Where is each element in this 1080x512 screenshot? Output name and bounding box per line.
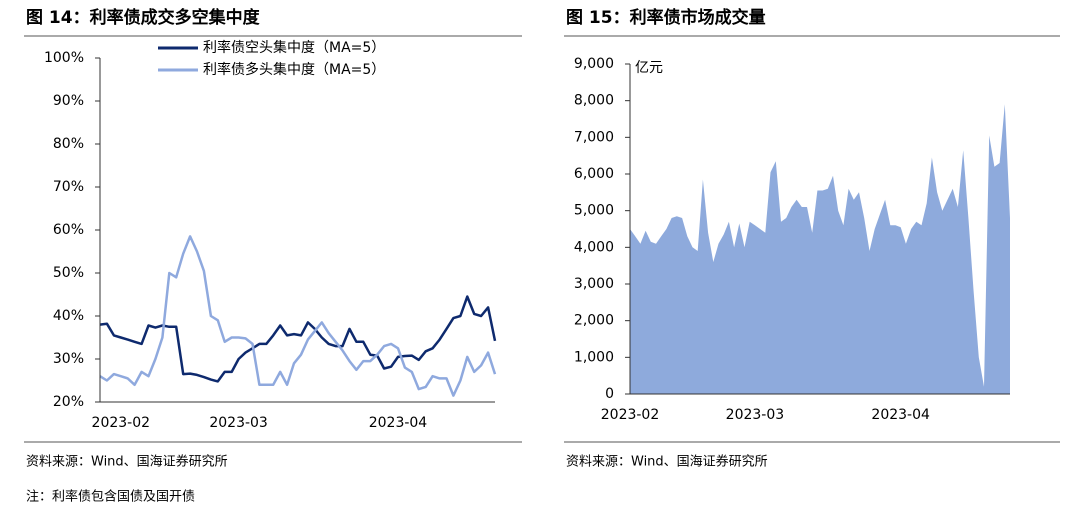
y-tick-label: 3,000 — [574, 276, 614, 292]
x-tick-label: 2023-02 — [601, 407, 660, 423]
y-tick-label: 7,000 — [574, 129, 614, 145]
x-tick-label: 2023-03 — [726, 407, 785, 423]
x-tick-label: 2023-04 — [369, 415, 428, 431]
x-tick-label: 2023-02 — [92, 415, 151, 431]
y-tick-label: 60% — [53, 222, 84, 238]
note: 注：利率债包含国债及国开债 — [26, 489, 195, 505]
area — [630, 104, 1010, 395]
y-tick-label: 5,000 — [574, 203, 614, 219]
series-line — [99, 295, 497, 383]
y-tick-label: 4,000 — [574, 239, 614, 255]
y-tick-label: 0 — [605, 386, 614, 402]
chart-title: 图 15：利率债市场成交量 — [566, 7, 766, 28]
y-tick-label: 70% — [53, 179, 84, 195]
source: 资料来源：Wind、国海证券研究所 — [26, 454, 228, 470]
y-tick-label: 40% — [53, 308, 84, 324]
y-tick-label: 2,000 — [574, 313, 614, 329]
y-tick-label: 100% — [44, 50, 84, 66]
series-line — [99, 235, 497, 397]
y-tick-label: 20% — [53, 394, 84, 410]
y-tick-label: 8,000 — [574, 93, 614, 109]
y-tick-label: 30% — [53, 351, 84, 367]
y-axis-label: 亿元 — [635, 60, 663, 76]
y-tick-label: 50% — [53, 265, 84, 281]
legend-label: 利率债空头集中度（MA=5） — [203, 39, 385, 56]
y-tick-label: 6,000 — [574, 166, 614, 182]
y-tick-label: 90% — [53, 93, 84, 109]
chart-title: 图 14：利率债成交多空集中度 — [26, 7, 261, 28]
x-tick-label: 2023-03 — [209, 415, 268, 431]
x-tick-label: 2023-04 — [871, 407, 930, 423]
y-tick-label: 1,000 — [574, 349, 614, 365]
source: 资料来源：Wind、国海证券研究所 — [566, 454, 768, 470]
y-tick-label: 9,000 — [574, 56, 614, 72]
legend-label: 利率债多头集中度（MA=5） — [203, 61, 385, 78]
y-tick-label: 80% — [53, 136, 84, 152]
